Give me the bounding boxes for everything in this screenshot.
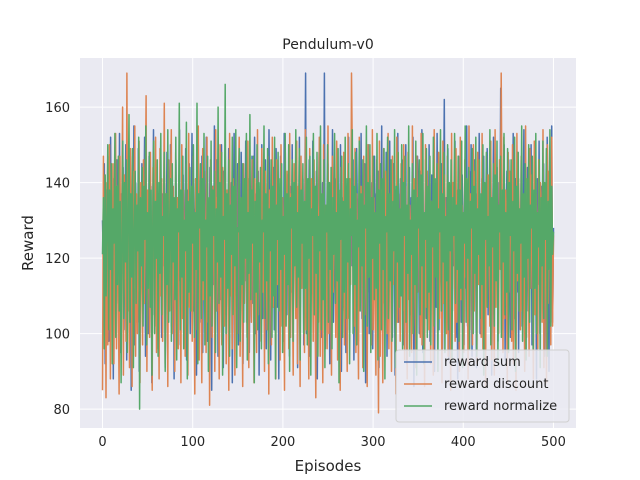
- series-lines: [101, 72, 555, 414]
- x-tick-labels: 0 100 200 300 400 500: [98, 435, 565, 450]
- y-tick-label: 160: [45, 101, 70, 116]
- legend-label-reward-normalize: reward normalize: [444, 399, 557, 414]
- y-tick-label: 100: [45, 328, 70, 343]
- y-axis-label: Reward: [19, 215, 37, 271]
- y-tick-label: 80: [53, 403, 70, 418]
- x-tick-label: 100: [180, 435, 205, 450]
- legend-label-reward-sum: reward sum: [444, 355, 521, 370]
- x-tick-label: 500: [541, 435, 566, 450]
- legend: reward sum reward discount reward normaliz…: [395, 349, 570, 423]
- x-tick-label: 400: [451, 435, 476, 450]
- legend-label-reward-discount: reward discount: [444, 377, 548, 392]
- x-tick-label: 200: [270, 435, 295, 450]
- x-tick-label: 0: [98, 435, 106, 450]
- series-line-reward-normalize: [101, 83, 555, 410]
- y-tick-labels: 80 100 120 140 160: [45, 101, 70, 418]
- x-tick-label: 300: [361, 435, 386, 450]
- y-tick-label: 120: [45, 252, 70, 267]
- y-tick-label: 140: [45, 177, 70, 192]
- chart-title: Pendulum-v0: [282, 37, 373, 53]
- legend-box: [395, 349, 570, 423]
- x-axis-label: Episodes: [295, 457, 362, 475]
